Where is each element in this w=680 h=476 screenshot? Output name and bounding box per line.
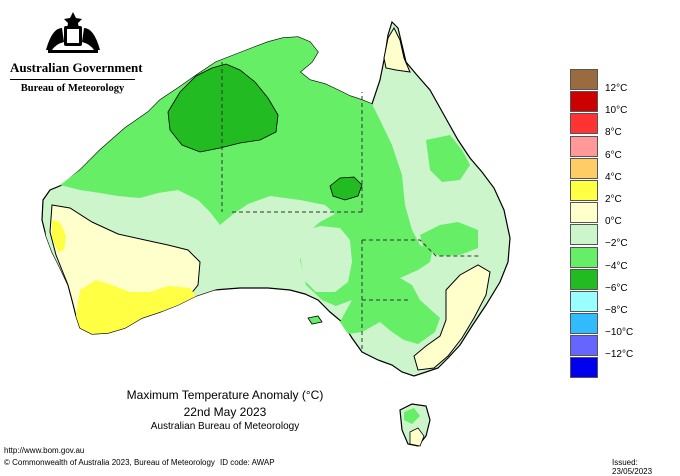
legend-label: −2°C bbox=[605, 238, 628, 250]
region-minus4-qld bbox=[420, 222, 478, 256]
coat-of-arms-icon bbox=[45, 12, 100, 53]
bureau-name: Bureau of Meteorology bbox=[20, 83, 125, 94]
legend-label: 4°C bbox=[605, 171, 622, 183]
map-caption: Maximum Temperature Anomaly (°C) 22nd Ma… bbox=[100, 388, 350, 432]
legend-swatch bbox=[570, 135, 598, 157]
legend-swatch bbox=[570, 113, 598, 135]
government-logo: Australian Government Bureau of Meteorol… bbox=[10, 10, 143, 94]
legend-swatch bbox=[570, 357, 598, 379]
legend-swatch bbox=[570, 224, 598, 246]
footer-copyright: © Commonwealth of Australia 2023, Bureau… bbox=[4, 458, 215, 467]
footer-url-link[interactable]: http://www.bom.gov.au bbox=[4, 446, 85, 455]
region-minus6-central bbox=[329, 176, 363, 201]
region-minus4-east bbox=[426, 135, 470, 182]
map-unit: (°C) bbox=[301, 388, 324, 402]
legend-label: 6°C bbox=[605, 149, 622, 161]
legend-label: 10°C bbox=[605, 105, 628, 117]
legend-swatch bbox=[570, 179, 598, 201]
legend-swatch bbox=[570, 157, 598, 179]
legend-swatch bbox=[570, 290, 598, 312]
region-plus2-sw bbox=[76, 280, 196, 334]
region-zero-capeyork bbox=[383, 26, 411, 73]
map-source: Australian Bureau of Meteorology bbox=[150, 421, 300, 432]
map-title-line: Maximum Temperature Anomaly (°C) bbox=[100, 388, 350, 402]
legend-label: −4°C bbox=[605, 260, 628, 272]
legend-swatch bbox=[570, 268, 598, 290]
map-date: 22nd May 2023 bbox=[183, 405, 267, 419]
region-zero-se bbox=[413, 264, 491, 371]
region-minus2-central bbox=[300, 226, 352, 292]
legend-label: 0°C bbox=[605, 216, 622, 228]
kangaroo-island bbox=[307, 315, 323, 325]
legend-label: −12°C bbox=[605, 349, 634, 361]
footer-id-code: ID code: AWAP bbox=[220, 458, 275, 467]
legend-label: −6°C bbox=[605, 282, 628, 294]
state-borders bbox=[221, 62, 480, 352]
legend-label: −10°C bbox=[605, 327, 634, 339]
map-title: Maximum Temperature Anomaly bbox=[126, 388, 299, 402]
legend-swatch bbox=[570, 91, 598, 113]
legend-label: 2°C bbox=[605, 193, 622, 205]
tasmania-zero bbox=[409, 427, 425, 447]
legend-label: 8°C bbox=[605, 127, 622, 139]
agency-name: Australian Government bbox=[10, 60, 143, 80]
footer-issued: Issued: 23/05/2023 bbox=[612, 458, 653, 476]
region-plus2-coast bbox=[52, 220, 66, 252]
legend-label: 12°C bbox=[605, 83, 628, 94]
legend-swatch bbox=[570, 313, 598, 335]
tasmania-green bbox=[404, 408, 420, 424]
legend-swatch bbox=[570, 246, 598, 268]
region-minus4-se bbox=[340, 278, 440, 344]
legend-label: −8°C bbox=[605, 304, 628, 316]
legend-swatch bbox=[570, 69, 598, 90]
region-minus6-north bbox=[167, 63, 279, 153]
legend-swatch bbox=[570, 335, 598, 357]
legend-swatch bbox=[570, 202, 598, 224]
